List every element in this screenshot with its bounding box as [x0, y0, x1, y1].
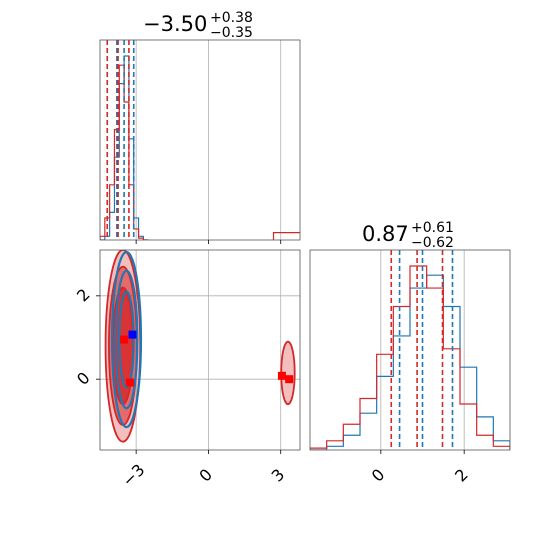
joint-xtick-label-0: −3: [118, 460, 148, 490]
joint-marker-1: [120, 335, 129, 344]
joint-frame: [99, 249, 301, 451]
title-param-1: 0.87 +0.61 −0.62: [362, 220, 454, 251]
joint-xtick-label-2: 3: [268, 465, 289, 486]
joint-contour-blue-1: [114, 269, 139, 410]
joint-ytick-label-0: 0: [73, 368, 94, 389]
hist-param-1-xtick-label-0: 0: [368, 465, 389, 486]
title-param-0-median: −3.50: [143, 12, 207, 36]
joint-contour-blue-2: [118, 290, 135, 389]
hist-param-0-frame: [99, 39, 301, 241]
joint-ytick-label-1: 2: [73, 285, 94, 306]
title-param-0: −3.50 +0.38 −0.35: [143, 10, 253, 41]
hist-param-1-histogram-red: [310, 265, 510, 450]
title-param-0-plus: +0.38: [210, 10, 253, 26]
hist-param-1-xtick-label-1: 2: [451, 465, 472, 486]
title-param-0-minus: −0.35: [210, 25, 253, 41]
joint-marker-3: [277, 371, 286, 380]
title-param-1-plus: +0.61: [411, 220, 454, 236]
joint-marker-0: [128, 330, 137, 339]
joint-contour-panel: −3 0 3 0 2: [73, 249, 301, 490]
joint-marker-4: [285, 375, 294, 384]
joint-marker-2: [126, 378, 135, 387]
title-param-1-median: 0.87: [362, 222, 409, 246]
joint-xtick-label-1: 0: [195, 465, 216, 486]
histogram-panel-param-0: [99, 39, 301, 244]
title-param-1-minus: −0.62: [411, 235, 454, 251]
joint-contour-blue-0: [110, 250, 143, 429]
hist-param-0-histogram-red-tail: [272, 232, 300, 240]
hist-param-1-frame: [309, 249, 511, 451]
